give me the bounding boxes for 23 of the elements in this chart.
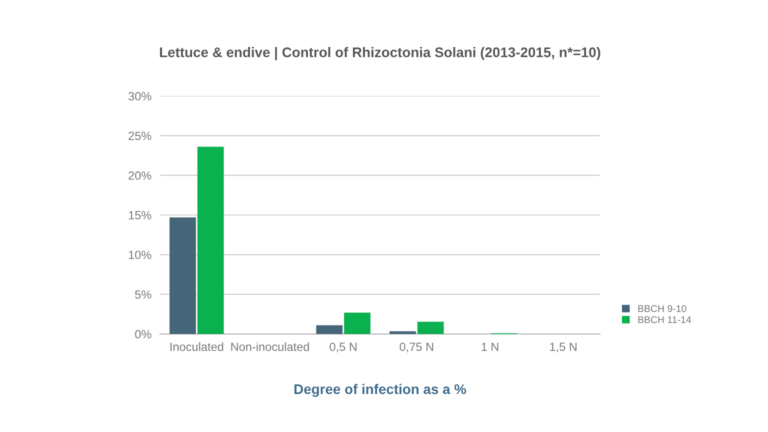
y-tick-label: 20% <box>128 171 152 180</box>
x-tick-label: 0,5 N <box>330 342 356 352</box>
x-tick-label: 0,75 N <box>400 342 434 352</box>
y-tick-label: 0% <box>135 330 152 338</box>
x-tick-label: 1,5 N <box>550 342 576 352</box>
y-tick-label: 15% <box>128 211 152 220</box>
bar <box>197 146 224 334</box>
x-axis-title: Degree of infection as a % <box>294 384 466 397</box>
bar <box>316 325 343 334</box>
bar <box>417 322 444 334</box>
x-tick-label: Non-inoculated <box>231 342 309 352</box>
y-tick-label: 30% <box>128 92 152 100</box>
x-tick-label: 1 N <box>482 342 498 351</box>
legend-label: BBCH 9-10 <box>638 305 686 312</box>
legend-label: BBCH 11-14 <box>638 316 692 324</box>
y-tick-label: 5% <box>135 290 152 299</box>
x-tick-label: Inoculated <box>170 342 224 352</box>
bar <box>344 312 370 334</box>
bar <box>390 331 416 334</box>
y-tick-label: 25% <box>128 132 152 140</box>
chart-title: Lettuce & endive | Control of Rhizoctonia Solani (2013-2015, n*=10) <box>160 47 600 60</box>
y-tick-label: 10% <box>128 250 152 260</box>
bar <box>170 217 196 334</box>
